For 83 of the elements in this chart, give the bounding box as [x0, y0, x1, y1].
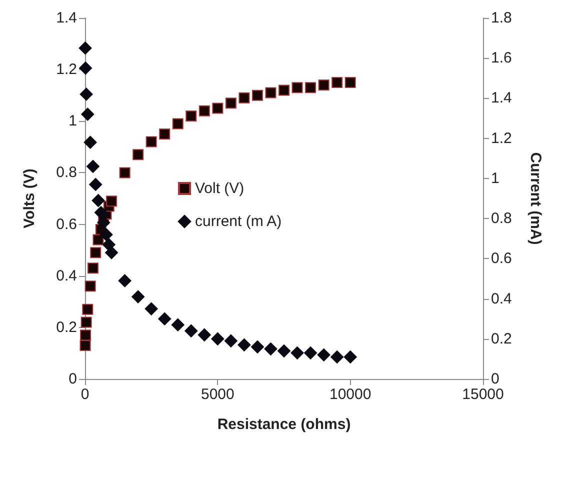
point — [144, 302, 158, 316]
point — [100, 228, 113, 242]
point — [317, 348, 330, 362]
point — [344, 76, 356, 88]
point — [292, 82, 303, 94]
point — [80, 330, 92, 341]
point — [265, 87, 276, 98]
point — [211, 332, 224, 346]
point — [278, 84, 290, 96]
y2-tick-label: 1.2 — [491, 130, 512, 147]
point — [184, 324, 198, 338]
point — [80, 340, 91, 351]
point — [305, 82, 316, 94]
point — [224, 334, 238, 348]
point — [119, 167, 130, 178]
point — [81, 108, 94, 121]
point — [330, 350, 344, 364]
point — [87, 262, 98, 274]
point — [146, 136, 157, 148]
point — [172, 118, 184, 130]
point — [97, 216, 110, 230]
point — [198, 328, 211, 342]
point — [92, 194, 105, 208]
point — [278, 344, 290, 358]
point — [94, 206, 108, 220]
point — [132, 149, 144, 160]
legend-label: current (m A) — [195, 213, 282, 230]
point — [344, 350, 357, 364]
point — [132, 290, 145, 304]
point — [198, 105, 210, 116]
y-tick-label: 0.6 — [56, 216, 77, 233]
x-axis-title: Resistance (ohms) — [217, 416, 351, 433]
point — [171, 318, 184, 332]
point — [318, 80, 330, 91]
y-tick-label: 0.4 — [56, 267, 77, 284]
x-tick-label: 5000 — [200, 386, 234, 403]
point — [238, 92, 250, 104]
y2-tick-label: 1.6 — [491, 50, 512, 67]
y2-axis-title: Current (mA) — [527, 152, 544, 245]
point — [80, 316, 92, 328]
y2-tick-label: 0.2 — [491, 330, 512, 348]
point — [264, 342, 278, 356]
point — [80, 88, 93, 101]
point — [212, 102, 224, 114]
point — [118, 274, 132, 288]
y-tick-label: 0.2 — [56, 318, 77, 336]
point — [332, 76, 343, 88]
y-tick-label: 1 — [68, 112, 77, 130]
point — [250, 340, 264, 354]
point — [84, 280, 96, 292]
y2-tick-label: 0.8 — [491, 210, 512, 228]
point — [304, 346, 318, 360]
point — [106, 196, 118, 207]
point — [84, 136, 97, 149]
point — [186, 110, 197, 122]
point — [238, 338, 251, 352]
point — [158, 312, 172, 326]
point — [86, 160, 100, 173]
point — [105, 246, 118, 260]
point — [252, 90, 263, 101]
y2-tick-label: 0.4 — [491, 290, 512, 308]
point — [78, 42, 92, 55]
point — [159, 128, 170, 140]
point — [82, 304, 94, 315]
x-tick-label: 0 — [80, 386, 90, 403]
point — [225, 98, 236, 109]
y2-tick-label: 1.4 — [491, 90, 512, 107]
y-tick-label: 1.4 — [56, 10, 77, 26]
point — [79, 62, 92, 75]
y-tick-label: 1.2 — [56, 61, 77, 78]
point — [290, 346, 304, 360]
y2-tick-label: 0.6 — [491, 250, 512, 268]
y2-tick-label: 1 — [491, 170, 500, 187]
legend-label: Volt (V) — [195, 180, 244, 197]
y2-tick-label: 1.8 — [491, 10, 512, 26]
y-tick-label: 0 — [68, 370, 77, 388]
x-tick-label: 15000 — [462, 386, 504, 403]
y-axis-title: Volts (V) — [21, 168, 38, 228]
x-tick-label: 10000 — [329, 386, 372, 403]
y-tick-label: 0.8 — [56, 164, 77, 182]
point — [90, 247, 102, 258]
point — [89, 178, 102, 191]
y2-tick-label: 0 — [491, 370, 500, 388]
